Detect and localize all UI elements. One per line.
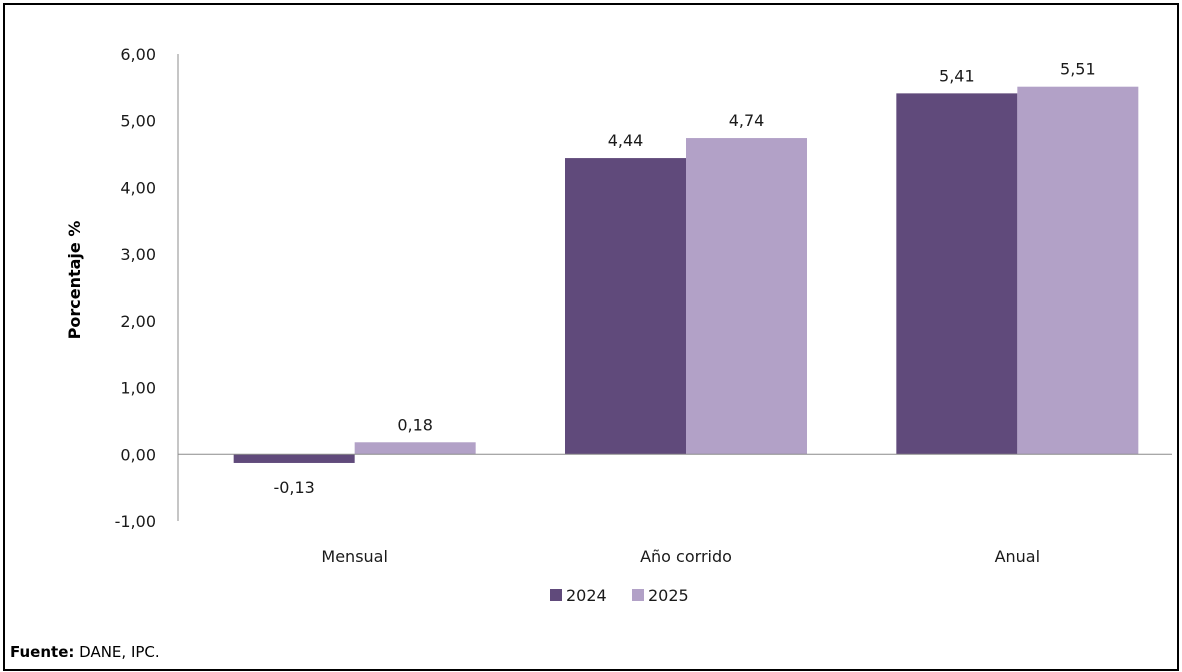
- data-label: 0,18: [397, 415, 433, 434]
- legend-label-2024: 2024: [566, 586, 607, 605]
- legend-swatch-2025: [632, 589, 644, 601]
- legend-swatch-2024: [550, 589, 562, 601]
- bar-2024-2: [565, 158, 686, 455]
- bar-2024-1: [233, 454, 355, 463]
- x-category-label: Mensual: [321, 547, 388, 566]
- bar-2025-2: [686, 138, 807, 455]
- y-axis-label: Porcentaje %: [65, 221, 84, 340]
- bar-2025-3: [1017, 86, 1139, 455]
- y-tick-label: 5,00: [120, 112, 156, 131]
- data-label: -0,13: [273, 478, 314, 497]
- y-tick-label: 0,00: [120, 445, 156, 464]
- x-category-label: Año corrido: [640, 547, 732, 566]
- y-tick-label: 3,00: [120, 245, 156, 264]
- bar-2025-1: [354, 442, 476, 455]
- source-note: Fuente: DANE, IPC.: [10, 643, 160, 661]
- y-tick-label: 1,00: [120, 379, 156, 398]
- y-tick-label: -1,00: [115, 512, 156, 531]
- data-label: 4,44: [608, 131, 644, 150]
- bar-2024-3: [896, 93, 1018, 455]
- data-label: 4,74: [729, 111, 765, 130]
- data-label: 5,41: [939, 66, 975, 85]
- y-tick-label: 6,00: [120, 45, 156, 64]
- y-tick-label: 4,00: [120, 178, 156, 197]
- x-category-label: Anual: [995, 547, 1040, 566]
- legend-label-2025: 2025: [648, 586, 689, 605]
- source-label: Fuente:: [10, 643, 75, 661]
- data-label: 5,51: [1060, 60, 1096, 79]
- source-text: DANE, IPC.: [79, 643, 160, 661]
- y-tick-label: 2,00: [120, 312, 156, 331]
